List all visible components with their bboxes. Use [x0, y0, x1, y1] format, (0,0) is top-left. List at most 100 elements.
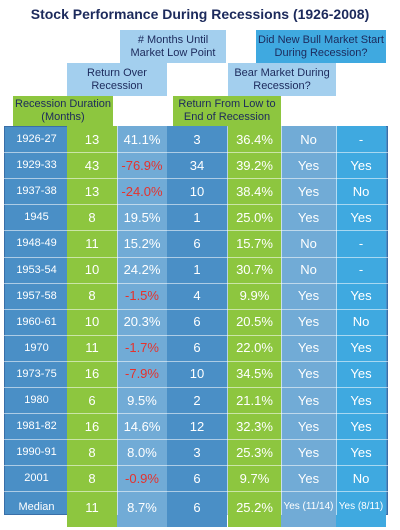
table-row: 1973-75 16 -7.9% 10 34.5% Yes Yes: [0, 361, 400, 387]
header-duration: Recession Duration (Months): [13, 96, 113, 126]
return-over-cell: 19.5%: [123, 209, 161, 225]
months-until-cell: 3: [193, 131, 201, 147]
return-low-cell: 22.0%: [236, 340, 273, 356]
return-low-cell: 30.7%: [236, 262, 273, 278]
duration-cell: 11: [85, 235, 99, 251]
row-divider: [4, 256, 388, 258]
table-row: 1948-49 11 15.2% 6 15.7% No -: [0, 230, 400, 256]
duration-cell: 43: [84, 157, 100, 173]
table-row: 1953-54 10 24.2% 1 30.7% No -: [0, 257, 400, 283]
bear-cell: Yes: [297, 470, 320, 486]
months-until-cell: 12: [189, 418, 205, 434]
return-over-cell: 24.2%: [123, 262, 161, 278]
period-cell: Median: [18, 501, 55, 514]
median-row: Median 11 8.7% 6 25.2% Yes (11/14) Yes (8/11): [0, 491, 400, 523]
duration-cell: 8: [88, 444, 96, 460]
months-until-cell: 34: [189, 157, 205, 173]
period-cell: 1973-75: [16, 367, 57, 380]
table-row: 1937-38 13 -24.0% 10 38.4% Yes No: [0, 178, 400, 204]
return-over-column-band: [117, 126, 167, 527]
row-divider: [4, 178, 388, 180]
duration-cell: 11: [85, 340, 99, 356]
months-until-column-band: [167, 126, 227, 527]
bull-cell: No: [352, 470, 370, 486]
return-over-cell: -1.7%: [125, 340, 159, 356]
divider-line: [117, 126, 118, 515]
duration-cell: 16: [84, 366, 100, 382]
bear-cell: Yes: [297, 157, 320, 173]
period-cell: 1970: [24, 341, 49, 354]
return-low-cell: 21.1%: [236, 392, 273, 408]
row-divider: [4, 413, 388, 415]
period-cell: 1948-49: [16, 237, 57, 250]
period-cell: 1990-91: [16, 446, 57, 459]
return-low-cell: 39.2%: [236, 157, 273, 173]
period-cell: 1929-33: [16, 159, 57, 172]
row-divider: [4, 334, 388, 336]
return-low-cell: 25.3%: [236, 444, 273, 460]
row-divider: [4, 152, 388, 154]
duration-cell: 10: [84, 314, 100, 330]
duration-cell: 16: [84, 418, 100, 434]
bear-cell: Yes: [297, 366, 320, 382]
table-row: 1980 6 9.5% 2 21.1% Yes Yes: [0, 387, 400, 413]
period-cell: 1945: [24, 211, 49, 224]
months-until-cell: 1: [193, 262, 201, 278]
divider-line: [281, 126, 282, 515]
bull-cell: -: [358, 131, 364, 147]
duration-cell: 8: [88, 470, 96, 486]
table-row: 1990-91 8 8.0% 3 25.3% Yes Yes: [0, 439, 400, 465]
return-low-cell: 9.7%: [239, 470, 270, 486]
bull-cell: -: [358, 235, 364, 251]
duration-cell: 10: [84, 262, 100, 278]
row-divider: [4, 308, 388, 310]
bear-cell: Yes: [297, 314, 320, 330]
months-until-cell: 10: [189, 183, 205, 199]
months-until-cell: 6: [193, 235, 201, 251]
table-row: 1957-58 8 -1.5% 4 9.9% Yes Yes: [0, 283, 400, 309]
header-bear-market: Bear Market During Recession?: [228, 63, 336, 96]
return-over-cell: 15.2%: [123, 235, 161, 251]
period-cell: 1981-82: [16, 420, 57, 433]
duration-cell: 8: [88, 209, 96, 225]
bear-cell: No: [300, 235, 317, 251]
return-low-column-band: [228, 126, 281, 527]
table-row: 1981-82 16 14.6% 12 32.3% Yes Yes: [0, 413, 400, 439]
return-low-cell: 25.0%: [236, 209, 273, 225]
bull-column-band: [336, 126, 386, 527]
return-over-cell: 14.6%: [123, 418, 161, 434]
duration-column-band: [67, 126, 117, 527]
table-row: 1929-33 43 -76.9% 34 39.2% Yes Yes: [0, 152, 400, 178]
months-until-cell: 10: [189, 366, 205, 382]
bull-cell: Yes: [350, 444, 372, 460]
table-row: 1970 11 -1.7% 6 22.0% Yes Yes: [0, 335, 400, 361]
months-until-cell: 6: [193, 340, 201, 356]
bear-cell: No: [300, 131, 317, 147]
bull-cell: Yes: [350, 418, 372, 434]
row-divider: [4, 282, 388, 284]
bear-cell: Yes: [297, 418, 320, 434]
bear-cell: Yes (11/14): [283, 501, 334, 513]
months-until-cell: 1: [193, 209, 201, 225]
duration-cell: 13: [84, 183, 100, 199]
bull-cell: Yes: [350, 288, 372, 304]
duration-cell: 8: [88, 288, 96, 304]
period-cell: 1957-58: [16, 289, 57, 302]
table-row: 1945 8 19.5% 1 25.0% Yes Yes: [0, 204, 400, 230]
return-low-cell: 34.5%: [236, 366, 273, 382]
return-low-cell: 15.7%: [236, 235, 273, 251]
return-over-cell: 41.1%: [123, 131, 161, 147]
row-divider: [4, 230, 388, 232]
bear-cell: Yes: [297, 288, 320, 304]
bull-cell: Yes: [350, 157, 372, 173]
row-divider: [4, 204, 388, 206]
bear-cell: Yes: [297, 340, 320, 356]
period-cell: 1960-61: [16, 315, 57, 328]
return-low-cell: 20.5%: [236, 314, 273, 330]
return-over-cell: 9.5%: [127, 392, 157, 408]
return-over-cell: -7.9%: [125, 366, 159, 382]
return-low-cell: 25.2%: [236, 499, 273, 515]
months-until-cell: 6: [193, 314, 201, 330]
bull-cell: Yes: [350, 366, 372, 382]
return-over-cell: -76.9%: [121, 157, 163, 173]
